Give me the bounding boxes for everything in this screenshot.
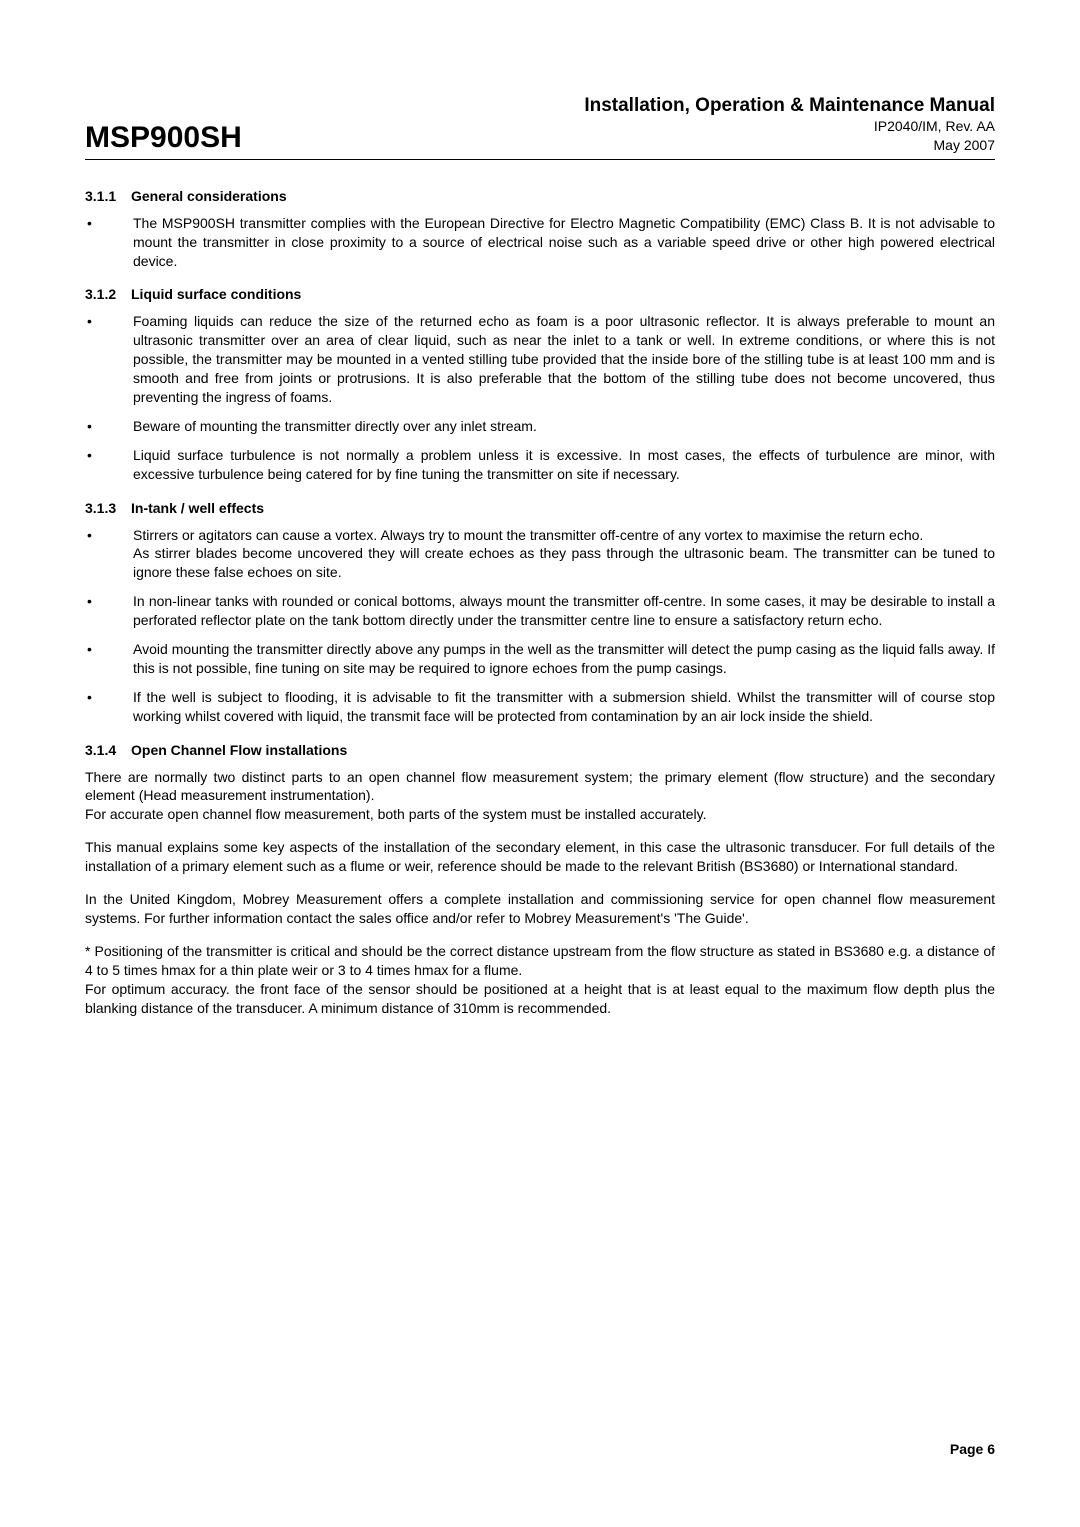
paragraph: There are normally two distinct parts to… [85, 768, 995, 825]
bullet-text: Liquid surface turbulence is not normall… [133, 446, 995, 484]
page-number: Page 6 [950, 1441, 995, 1457]
manual-title: Installation, Operation & Maintenance Ma… [584, 95, 995, 117]
bullet-item: • If the well is subject to flooding, it… [85, 688, 995, 726]
bullet-text: Beware of mounting the transmitter direc… [133, 417, 995, 436]
bullet-item: • Avoid mounting the transmitter directl… [85, 640, 995, 678]
bullet-marker: • [85, 592, 133, 630]
bullet-marker: • [85, 214, 133, 271]
section-title: In-tank / well effects [131, 500, 264, 516]
bullet-text: If the well is subject to flooding, it i… [133, 688, 995, 726]
section-number: 3.1.1 [85, 188, 131, 204]
doc-date: May 2007 [584, 136, 995, 155]
bullet-text: Avoid mounting the transmitter directly … [133, 640, 995, 678]
section-title: General considerations [131, 188, 287, 204]
paragraph: * Positioning of the transmitter is crit… [85, 942, 995, 1018]
bullet-marker: • [85, 417, 133, 436]
section-number: 3.1.3 [85, 500, 131, 516]
bullet-item: • Foaming liquids can reduce the size of… [85, 312, 995, 406]
bullet-marker: • [85, 446, 133, 484]
bullet-marker: • [85, 640, 133, 678]
bullet-marker: • [85, 312, 133, 406]
section-311-heading: 3.1.1 General considerations [85, 188, 995, 204]
bullet-item: • Beware of mounting the transmitter dir… [85, 417, 995, 436]
bullet-marker: • [85, 688, 133, 726]
paragraph: This manual explains some key aspects of… [85, 838, 995, 876]
header-right: Installation, Operation & Maintenance Ma… [584, 95, 995, 155]
section-312-heading: 3.1.2 Liquid surface conditions [85, 286, 995, 302]
bullet-item: • Liquid surface turbulence is not norma… [85, 446, 995, 484]
bullet-text: In non-linear tanks with rounded or coni… [133, 592, 995, 630]
section-number: 3.1.2 [85, 286, 131, 302]
bullet-item: • Stirrers or agitators can cause a vort… [85, 526, 995, 583]
page: MSP900SH Installation, Operation & Maint… [0, 0, 1080, 1527]
bullet-text: The MSP900SH transmitter complies with t… [133, 214, 995, 271]
page-header: MSP900SH Installation, Operation & Maint… [85, 95, 995, 160]
bullet-text: Foaming liquids can reduce the size of t… [133, 312, 995, 406]
bullet-marker: • [85, 526, 133, 583]
bullet-item: • The MSP900SH transmitter complies with… [85, 214, 995, 271]
section-title: Open Channel Flow installations [131, 742, 347, 758]
product-name: MSP900SH [85, 121, 242, 155]
bullet-text: Stirrers or agitators can cause a vortex… [133, 526, 995, 583]
section-number: 3.1.4 [85, 742, 131, 758]
paragraph: In the United Kingdom, Mobrey Measuremen… [85, 890, 995, 928]
section-title: Liquid surface conditions [131, 286, 301, 302]
doc-ref: IP2040/IM, Rev. AA [584, 117, 995, 136]
section-314-heading: 3.1.4 Open Channel Flow installations [85, 742, 995, 758]
bullet-item: • In non-linear tanks with rounded or co… [85, 592, 995, 630]
section-313-heading: 3.1.3 In-tank / well effects [85, 500, 995, 516]
